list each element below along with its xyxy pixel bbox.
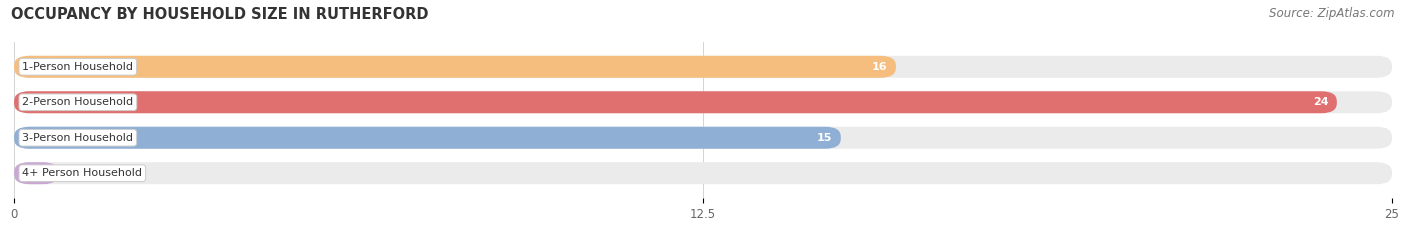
Text: 4+ Person Household: 4+ Person Household bbox=[22, 168, 142, 178]
Text: 24: 24 bbox=[1313, 97, 1329, 107]
Text: 2-Person Household: 2-Person Household bbox=[22, 97, 134, 107]
Text: 0: 0 bbox=[69, 168, 77, 178]
FancyBboxPatch shape bbox=[14, 162, 1392, 184]
Text: 1-Person Household: 1-Person Household bbox=[22, 62, 134, 72]
Text: OCCUPANCY BY HOUSEHOLD SIZE IN RUTHERFORD: OCCUPANCY BY HOUSEHOLD SIZE IN RUTHERFOR… bbox=[11, 7, 429, 22]
FancyBboxPatch shape bbox=[14, 127, 1392, 149]
FancyBboxPatch shape bbox=[14, 56, 1392, 78]
FancyBboxPatch shape bbox=[14, 162, 58, 184]
Text: 16: 16 bbox=[872, 62, 887, 72]
FancyBboxPatch shape bbox=[14, 127, 841, 149]
Text: 15: 15 bbox=[817, 133, 832, 143]
FancyBboxPatch shape bbox=[14, 56, 896, 78]
Text: Source: ZipAtlas.com: Source: ZipAtlas.com bbox=[1270, 7, 1395, 20]
Text: 3-Person Household: 3-Person Household bbox=[22, 133, 134, 143]
FancyBboxPatch shape bbox=[14, 91, 1392, 113]
FancyBboxPatch shape bbox=[14, 91, 1337, 113]
